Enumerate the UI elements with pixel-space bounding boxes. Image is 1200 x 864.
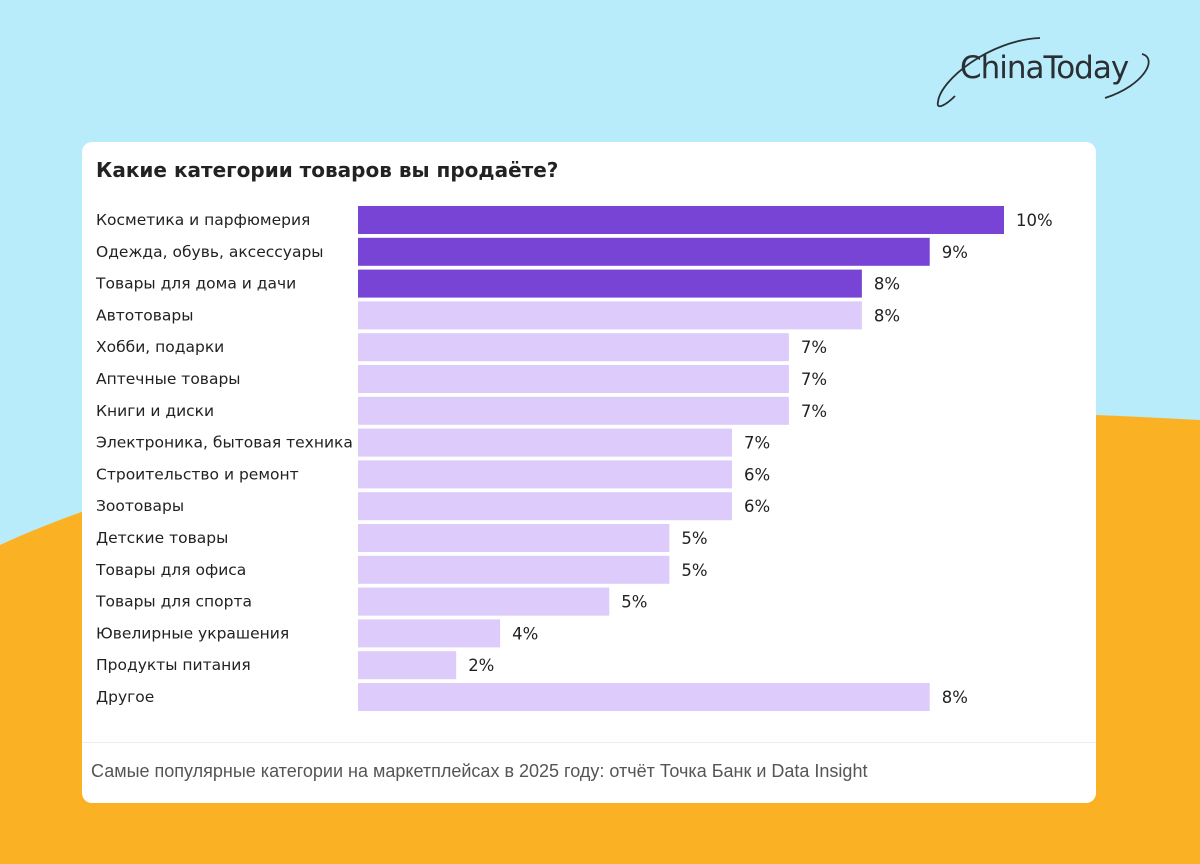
- value-label: 5%: [681, 561, 707, 580]
- logo-text: ChinaToday: [960, 50, 1129, 86]
- value-label: 6%: [744, 497, 770, 516]
- chart-title: Какие категории товаров вы продаёте?: [96, 158, 559, 182]
- bar: [358, 555, 670, 584]
- category-label: Товары для спорта: [95, 593, 252, 611]
- value-label: 10%: [1016, 211, 1053, 230]
- bar: [358, 301, 862, 330]
- value-label: 5%: [681, 529, 707, 548]
- category-label: Электроника, бытовая техника: [96, 434, 353, 452]
- logo-swoosh-icon: [936, 37, 1150, 108]
- bar: [358, 460, 733, 489]
- value-label: 7%: [801, 402, 827, 421]
- bar: [358, 396, 789, 425]
- value-label: 2%: [468, 656, 494, 675]
- bar-chart: Косметика и парфюмерия 10% Одежда, обувь, …: [95, 206, 1053, 711]
- category-label: Аптечные товары: [96, 370, 241, 388]
- bar: [358, 619, 501, 648]
- value-label: 8%: [874, 275, 900, 294]
- value-label: 8%: [874, 306, 900, 325]
- bar: [358, 206, 1004, 234]
- value-label: 9%: [942, 243, 968, 262]
- category-label: Строительство и ремонт: [96, 465, 299, 483]
- category-label: Другое: [96, 688, 154, 706]
- category-label: Ювелирные украшения: [96, 624, 289, 642]
- category-label: Книги и диски: [96, 402, 214, 420]
- category-label: Товары для дома и дачи: [95, 275, 296, 293]
- value-label: 8%: [942, 688, 968, 707]
- bar: [358, 651, 457, 680]
- bar: [358, 683, 930, 711]
- category-label: Товары для офиса: [95, 561, 246, 579]
- category-label: Автотовары: [96, 306, 193, 324]
- value-label: 4%: [512, 624, 538, 643]
- value-label: 7%: [801, 338, 827, 357]
- category-label: Продукты питания: [96, 656, 251, 674]
- bar: [358, 269, 862, 298]
- divider: [82, 742, 1096, 743]
- bar: [358, 365, 789, 393]
- bar: [358, 333, 789, 362]
- value-label: 7%: [801, 370, 827, 389]
- value-label: 6%: [744, 465, 770, 484]
- bar: [358, 524, 670, 552]
- footer-caption: Самые популярные категории на маркетплей…: [91, 761, 868, 781]
- value-label: 5%: [621, 593, 647, 612]
- category-label: Детские товары: [96, 529, 228, 547]
- value-label: 7%: [744, 434, 770, 453]
- category-label: Косметика и парфюмерия: [96, 211, 310, 229]
- category-label: Хобби, подарки: [96, 338, 224, 356]
- chart-card: Косметика и парфюмерия 10% Одежда, обувь, …: [82, 142, 1096, 803]
- bar: [358, 587, 610, 616]
- bar: [358, 428, 733, 457]
- category-label: Одежда, обувь, аксессуары: [96, 243, 324, 261]
- logo: ChinaToday: [930, 30, 1160, 120]
- bar: [358, 492, 733, 521]
- bar: [358, 237, 930, 266]
- category-label: Зоотовары: [96, 497, 184, 515]
